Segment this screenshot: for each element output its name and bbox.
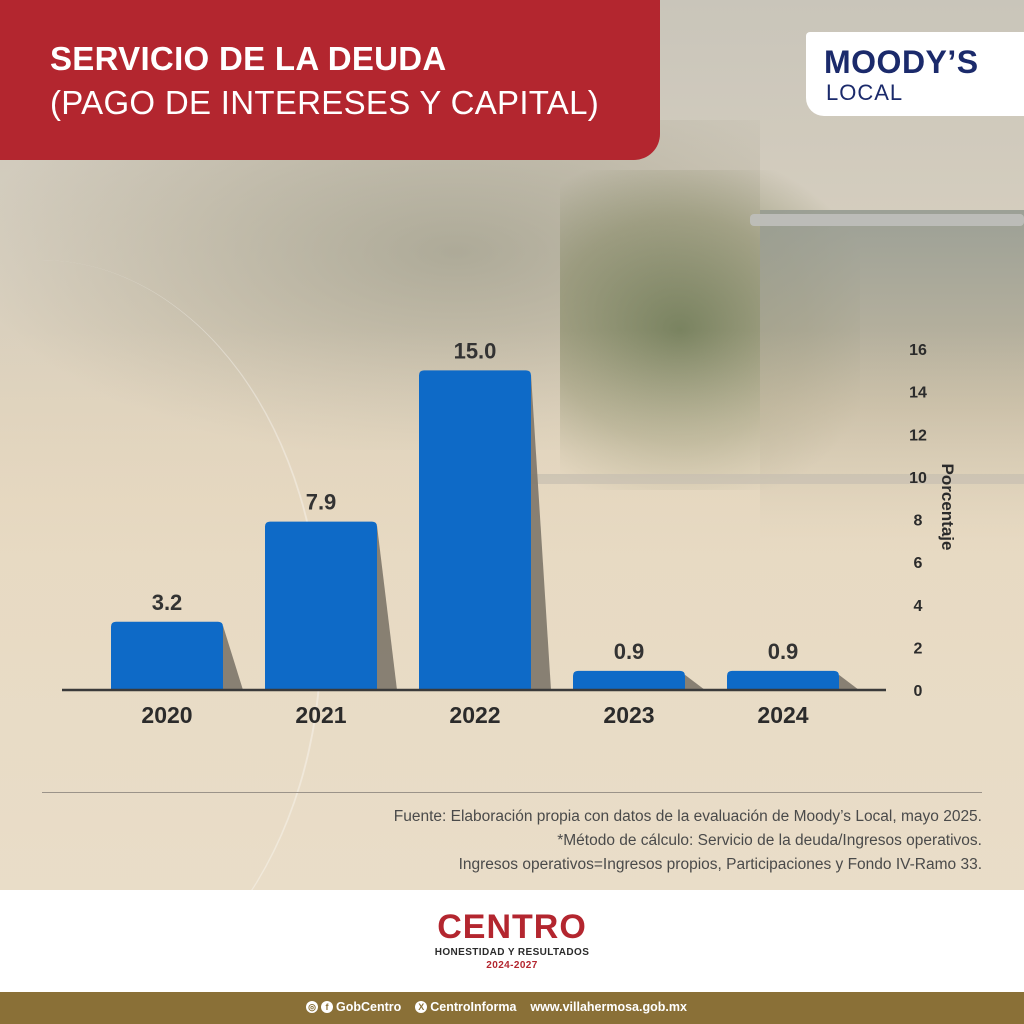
- bar-shadow: [685, 674, 705, 690]
- bar-value-label: 0.9: [768, 639, 799, 664]
- bar: [265, 521, 377, 690]
- source-note: Fuente: Elaboración propia con datos de …: [393, 808, 982, 825]
- x-tick-label: 2024: [757, 702, 808, 728]
- method-note: *Método de cálculo: Servicio de la deuda…: [557, 832, 982, 849]
- moodys-logo-sub: LOCAL: [826, 80, 904, 105]
- bar-value-label: 3.2: [152, 590, 183, 615]
- title-banner: SERVICIO DE LA DEUDA (PAGO DE INTERESES …: [0, 0, 660, 160]
- y-tick-label: 6: [914, 555, 923, 572]
- instagram-icon: ◎: [306, 1001, 318, 1013]
- bar: [727, 670, 839, 690]
- moodys-logo-name: MOODY’S: [824, 44, 979, 80]
- bar-value-label: 7.9: [306, 490, 337, 515]
- x-icon: X: [415, 1001, 428, 1013]
- y-axis-label: Porcentaje: [938, 464, 957, 551]
- bridge: [750, 214, 1024, 226]
- facebook-icon: f: [321, 1001, 333, 1013]
- divider: [42, 792, 982, 793]
- social-centroinforma-label: CentroInforma: [430, 1000, 517, 1014]
- moodys-logo: MOODY’S LOCAL: [806, 32, 1024, 116]
- social-gobcentro-label: GobCentro: [336, 1000, 402, 1014]
- social-gobcentro[interactable]: ◎ f GobCentro: [306, 1000, 401, 1014]
- website-link[interactable]: www.villahermosa.gob.mx: [530, 1000, 687, 1014]
- bar-chart: 3.2 2020 7.9 2021 15.0 2022 0.9 2023 0.9 2024 0 2 4 6…: [62, 338, 957, 728]
- y-tick-label: 10: [909, 470, 927, 487]
- definition-note: Ingresos operativos=Ingresos propios, Pa…: [458, 856, 982, 873]
- bar-shadow: [839, 674, 859, 690]
- bar-value-label: 15.0: [454, 338, 497, 363]
- bar: [573, 670, 685, 690]
- y-tick-label: 16: [909, 342, 927, 359]
- footer-bar: ◎ f GobCentro X CentroInforma www.villah…: [0, 992, 1024, 1024]
- x-tick-label: 2021: [295, 702, 346, 728]
- footer-links: ◎ f GobCentro X CentroInforma www.villah…: [306, 1000, 687, 1014]
- y-tick-label: 14: [909, 385, 927, 402]
- centro-logo: CENTRO: [437, 908, 587, 946]
- page-subtitle: (PAGO DE INTERESES Y CAPITAL): [50, 84, 600, 121]
- bar-shadow: [223, 625, 243, 690]
- logo-band: [0, 890, 1024, 992]
- y-tick-label: 4: [914, 598, 923, 615]
- social-centroinforma[interactable]: X CentroInforma: [415, 1000, 516, 1014]
- x-tick-label: 2022: [449, 702, 500, 728]
- centro-tagline: HONESTIDAD Y RESULTADOS: [434, 947, 590, 958]
- page-title: SERVICIO DE LA DEUDA: [50, 40, 447, 77]
- website-label: www.villahermosa.gob.mx: [530, 1000, 687, 1014]
- bar-shadow: [531, 374, 551, 690]
- y-tick-label: 0: [914, 683, 923, 700]
- bar-value-label: 0.9: [614, 639, 645, 664]
- x-tick-label: 2020: [141, 702, 192, 728]
- y-tick-label: 2: [914, 640, 923, 657]
- bar: [111, 621, 223, 690]
- y-tick-label: 12: [909, 427, 927, 444]
- y-tick-label: 8: [914, 513, 923, 530]
- bar: [419, 370, 531, 690]
- x-tick-label: 2023: [603, 702, 654, 728]
- bar-shadow: [377, 525, 397, 690]
- centro-years: 2024-2027: [486, 960, 538, 971]
